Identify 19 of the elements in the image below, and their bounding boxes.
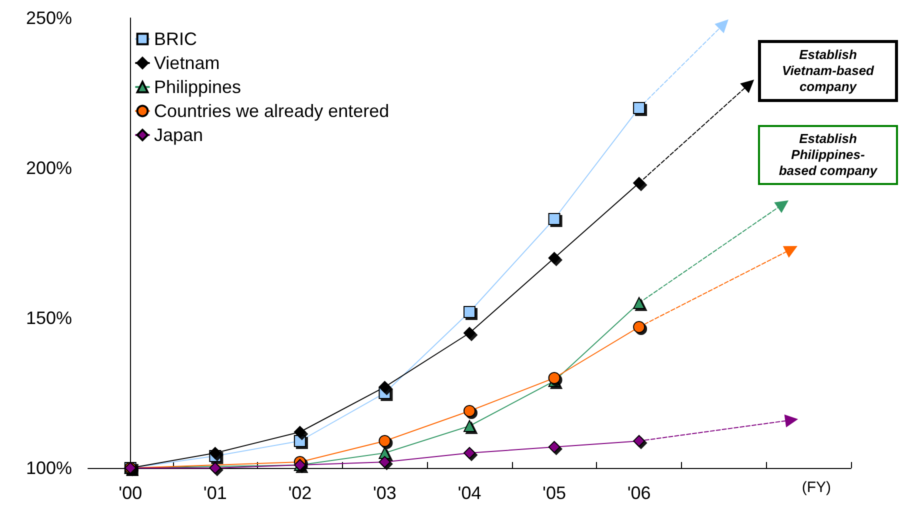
y-tick-label: 250% (26, 8, 72, 28)
x-tick-label: '05 (542, 483, 566, 503)
legend-label: BRIC (154, 29, 198, 49)
x-tick-label: '04 (458, 483, 482, 503)
legend-label: Vietnam (154, 53, 220, 73)
x-tick-label: '01 (203, 483, 227, 503)
note-box: Establish Philippines-based company (758, 125, 898, 185)
legend-label: Philippines (154, 77, 242, 97)
x-tick-label: '00 (118, 483, 142, 503)
x-tick-label: '03 (372, 483, 396, 503)
y-tick-label: 100% (26, 458, 72, 478)
x-tick-label: '06 (627, 483, 651, 503)
y-tick-label: 150% (26, 308, 72, 328)
legend-label: Countries we already entered (154, 101, 390, 121)
note-box: Establish Vietnam-based company (758, 40, 898, 102)
y-tick-label: 200% (26, 158, 72, 178)
x-tick-label: '02 (288, 483, 312, 503)
legend-label: Japan (154, 125, 204, 145)
x-axis-title: (FY) (802, 479, 831, 496)
